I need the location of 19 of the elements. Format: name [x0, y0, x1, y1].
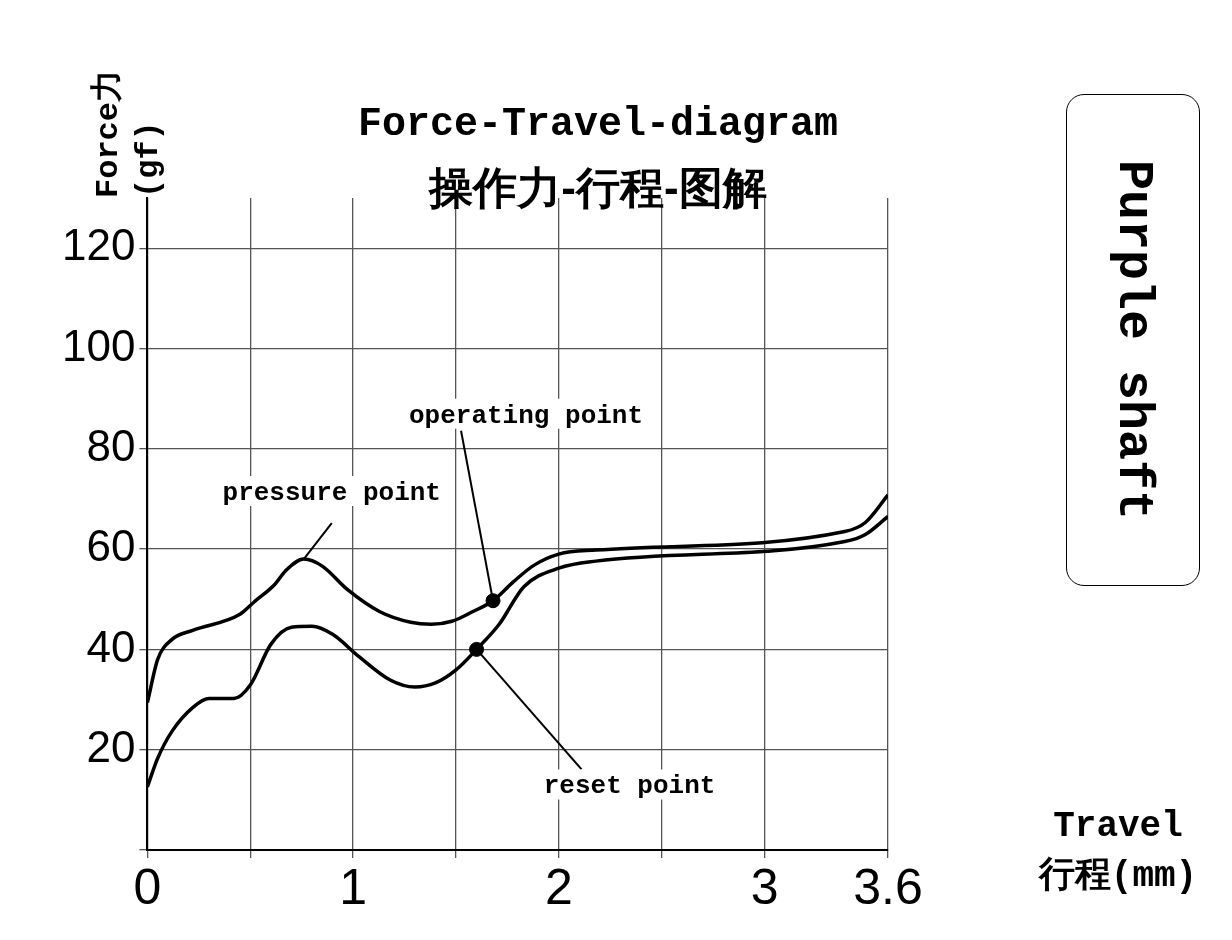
x-tick-label: 3 [750, 858, 779, 915]
y-tick-label: 40 [86, 621, 136, 671]
y-tick-label: 100 [61, 320, 136, 370]
chart-subtitle: 操作力-行程-图解 [427, 163, 767, 212]
y-tick-label: 20 [86, 721, 136, 771]
annotation: reset point [543, 771, 716, 802]
y-tick-label: 80 [86, 420, 136, 470]
x-axis-title: Travel 行程(mm) [1037, 806, 1198, 897]
x-tick-label: 0 [133, 858, 162, 915]
y-tick-label: 60 [86, 521, 136, 571]
x-tick-label: 2 [544, 858, 573, 915]
annotation: operating point [409, 400, 644, 431]
x-tick-label: 1 [339, 858, 368, 915]
chart-title: Force-Travel-diagram [357, 102, 839, 147]
y-tick-label: 120 [61, 220, 136, 270]
x-tick-label: 3.6 [853, 858, 923, 915]
y-axis-title: Force力 (gf) [90, 69, 168, 198]
text: Purple shaft [1104, 159, 1162, 521]
annotation: pressure point [222, 478, 441, 509]
